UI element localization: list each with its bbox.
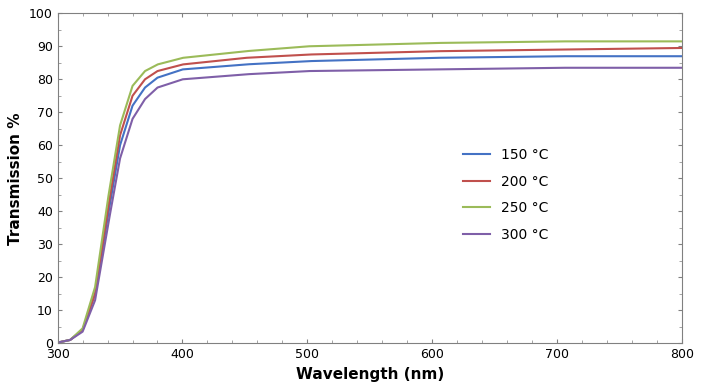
300 °C (677, 66, 686, 70)
300 °C (659, 66, 668, 70)
200 °C (659, 46, 668, 51)
Line: 200 °C: 200 °C (58, 48, 682, 342)
150 °C (340, 58, 349, 62)
X-axis label: Wavelength (nm): Wavelength (nm) (296, 367, 444, 382)
250 °C (545, 39, 553, 44)
150 °C (357, 57, 365, 62)
250 °C (85, 303, 93, 308)
300 °C (660, 66, 668, 70)
200 °C (357, 51, 365, 55)
200 °C (340, 51, 349, 56)
300 °C (85, 312, 93, 317)
150 °C (659, 54, 668, 58)
300 °C (357, 68, 365, 73)
300 °C (545, 66, 553, 70)
250 °C (340, 43, 349, 48)
200 °C (85, 308, 93, 312)
300 °C (53, 340, 62, 345)
150 °C (677, 54, 686, 58)
150 °C (85, 308, 93, 312)
150 °C (545, 54, 553, 58)
Line: 250 °C: 250 °C (58, 41, 682, 342)
Y-axis label: Transmission %: Transmission % (8, 112, 23, 245)
250 °C (53, 340, 62, 345)
Line: 300 °C: 300 °C (58, 68, 682, 342)
250 °C (553, 39, 562, 44)
300 °C (553, 66, 562, 70)
250 °C (659, 39, 668, 44)
150 °C (53, 340, 62, 345)
300 °C (340, 68, 349, 73)
150 °C (553, 54, 562, 58)
200 °C (53, 340, 62, 345)
Line: 150 °C: 150 °C (58, 56, 682, 342)
200 °C (659, 46, 668, 51)
250 °C (660, 39, 668, 44)
200 °C (545, 48, 553, 52)
Legend: 150 °C, 200 °C, 250 °C, 300 °C: 150 °C, 200 °C, 250 °C, 300 °C (451, 137, 560, 253)
150 °C (660, 54, 668, 58)
250 °C (357, 43, 365, 47)
200 °C (677, 46, 686, 50)
250 °C (677, 39, 686, 44)
